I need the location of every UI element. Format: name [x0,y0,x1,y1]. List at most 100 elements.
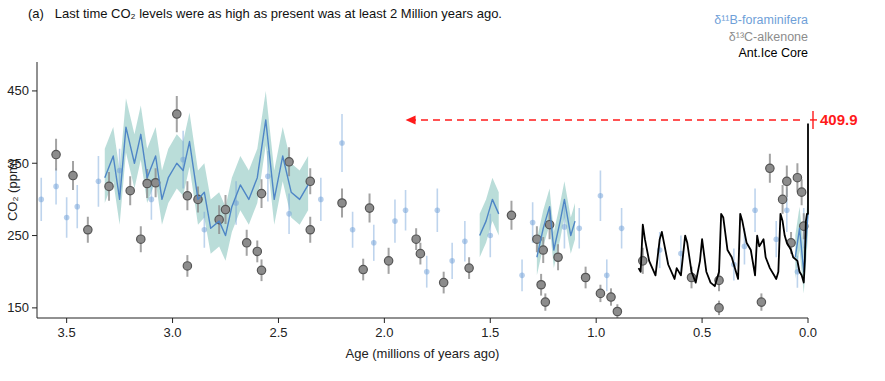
legend-entry: δ¹³C-alkenone [729,30,808,44]
data-point [318,197,324,203]
data-point [257,266,265,274]
data-point [52,150,60,158]
data-point [613,307,621,315]
data-point [69,171,77,179]
data-point [462,239,468,245]
data-point [149,197,155,203]
data-point [554,253,562,261]
data-point [752,207,758,213]
data-point [257,189,265,197]
scatter-series [52,96,808,318]
legend-entry: Ant.Ice Core [739,46,809,60]
y-tick [32,90,37,91]
data-point [439,278,447,286]
data-point [365,204,373,212]
data-point [507,211,515,219]
data-point [773,236,779,242]
data-point [350,227,356,233]
y-axis [37,62,38,318]
title: (a) Last time CO₂ levels were as high as… [28,6,502,21]
y-axis-label: CO₂ (ppm) [5,159,20,221]
data-point [403,207,409,213]
data-point [793,174,801,182]
data-point [778,195,786,203]
legend-entry: δ¹¹B-foraminifera [714,13,808,27]
data-point [465,264,473,272]
data-point [530,220,536,226]
data-point [449,258,455,264]
data-point [306,177,314,185]
data-point [783,177,791,185]
x-tick-label: 0.5 [693,325,711,340]
y-tick-label: 250 [7,228,29,243]
y-tick-label: 150 [7,300,29,315]
data-point [435,207,441,213]
data-point [143,179,151,187]
data-point [286,211,292,217]
data-point [371,240,377,246]
x-tick-label: 3.5 [58,325,76,340]
x-axis [37,318,808,319]
x-tick [66,318,67,323]
data-point [604,273,610,279]
x-tick [172,318,173,323]
x-axis-label: Age (millions of years ago) [346,346,500,361]
uncertainty-band [105,91,808,293]
data-point [519,273,525,279]
data-point [715,304,723,312]
data-point [105,182,113,190]
data-point [598,193,604,199]
x-tick [808,318,809,323]
data-point [562,224,568,230]
data-point [339,140,345,146]
x-tick-label: 1.0 [587,325,605,340]
data-point [359,265,367,273]
data-point [173,110,181,118]
data-point [416,249,424,257]
y-tick [32,235,37,236]
x-tick-label: 1.5 [481,325,499,340]
annotation-label: 409.9 [820,111,858,128]
data-point [64,215,70,221]
x-tick-label: 3.0 [164,325,182,340]
data-point [183,192,191,200]
data-point [797,188,805,196]
data-point [639,257,647,265]
data-point [183,262,191,270]
data-point [338,199,346,207]
data-point [392,218,398,224]
x-tick [490,318,491,323]
data-point [74,204,80,210]
data-point [766,164,774,172]
y-tick [32,163,37,164]
x-tick [278,318,279,323]
data-point [545,221,553,229]
data-point [306,226,314,234]
annotation-arrow [415,119,800,121]
data-point [285,158,293,166]
data-point [619,226,625,232]
data-point [84,226,92,234]
data-point [742,244,748,250]
y-tick-label: 450 [7,83,29,98]
data-point [537,281,545,289]
chart: (a) Last time CO₂ levels were as high as… [0,0,885,381]
data-point [596,289,604,297]
plot-area [38,91,808,318]
data-point [539,246,547,254]
data-point [96,179,102,185]
x-tick [702,318,703,323]
arrow-head [406,115,416,124]
data-point [126,187,134,195]
data-point [424,269,430,275]
data-point [607,293,615,301]
x-tick [596,318,597,323]
data-point [137,235,145,243]
data-point [581,273,589,281]
annotation-tick [810,119,817,120]
x-tick [384,318,385,323]
x-tick-label: 2.0 [375,325,393,340]
data-point [412,235,420,243]
data-line [639,123,808,286]
x-tick-label: 0.0 [799,325,817,340]
